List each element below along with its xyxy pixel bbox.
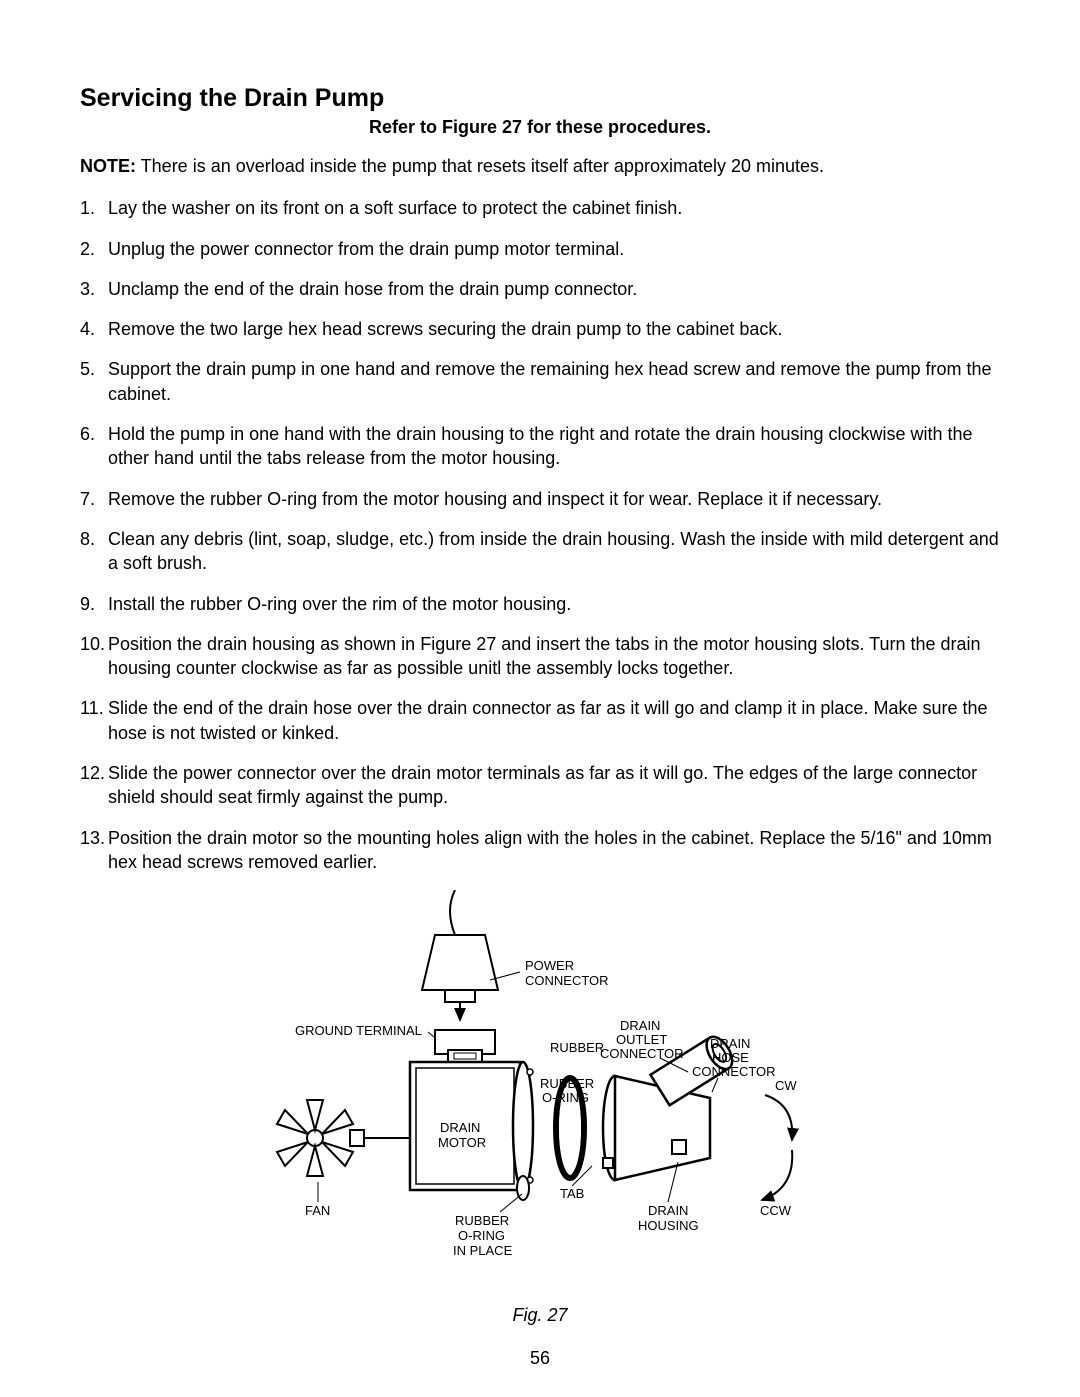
drain-motor-icon: DRAIN MOTOR xyxy=(410,1062,533,1190)
procedure-list: Lay the washer on its front on a soft su… xyxy=(80,196,1000,874)
step-item: Position the drain housing as shown in F… xyxy=(80,632,1000,681)
label-drain-motor-1: DRAIN xyxy=(440,1120,480,1135)
step-item: Lay the washer on its front on a soft su… xyxy=(80,196,1000,220)
label-oring-inplace-2: O-RING xyxy=(458,1228,505,1243)
label-drain-housing-1: DRAIN xyxy=(648,1203,688,1218)
label-rubber-oring-1: RUBBER xyxy=(550,1040,604,1055)
label-power-connector-2: CONNECTOR xyxy=(525,973,609,988)
label-tab: TAB xyxy=(560,1186,584,1201)
label-drain-hose-1: DRAIN xyxy=(710,1036,750,1051)
label-fan: FAN xyxy=(305,1203,330,1218)
step-item: Support the drain pump in one hand and r… xyxy=(80,357,1000,406)
label-ground-terminal: GROUND TERMINAL xyxy=(295,1023,422,1038)
figure-reference-subtitle: Refer to Figure 27 for these procedures. xyxy=(80,117,1000,138)
note-text: There is an overload inside the pump tha… xyxy=(136,156,824,176)
figure-caption: Fig. 27 xyxy=(80,1305,1000,1326)
step-item: Clean any debris (lint, soap, sludge, et… xyxy=(80,527,1000,576)
label-rubber-oring-1b: RUBBER xyxy=(540,1076,594,1091)
step-item: Install the rubber O-ring over the rim o… xyxy=(80,592,1000,616)
label-drain-housing-2: HOUSING xyxy=(638,1218,699,1233)
step-item: Slide the power connector over the drain… xyxy=(80,761,1000,810)
step-item: Remove the two large hex head screws sec… xyxy=(80,317,1000,341)
step-item: Position the drain motor so the mounting… xyxy=(80,826,1000,875)
label-power-connector-1: POWER xyxy=(525,958,574,973)
label-ccw: CCW xyxy=(760,1203,792,1218)
page: Servicing the Drain Pump Refer to Figure… xyxy=(0,0,1080,1397)
step-item: Remove the rubber O-ring from the motor … xyxy=(80,487,1000,511)
step-item: Unplug the power connector from the drai… xyxy=(80,237,1000,261)
label-oring-inplace-1: RUBBER xyxy=(455,1213,509,1228)
label-drain-outlet-1: DRAIN xyxy=(620,1018,660,1033)
label-drain-motor-2: MOTOR xyxy=(438,1135,486,1150)
step-item: Slide the end of the drain hose over the… xyxy=(80,696,1000,745)
step-item: Hold the pump in one hand with the drain… xyxy=(80,422,1000,471)
power-connector-icon xyxy=(422,935,498,1020)
cw-arrow-icon xyxy=(765,1095,792,1140)
fan-icon xyxy=(277,1100,353,1176)
label-drain-hose-3: CONNECTOR xyxy=(692,1064,776,1079)
label-drain-outlet-2: OUTLET xyxy=(616,1032,667,1047)
page-title: Servicing the Drain Pump xyxy=(80,84,1000,113)
label-drain-outlet-3: CONNECTOR xyxy=(600,1046,684,1061)
label-cw: CW xyxy=(775,1078,797,1093)
note-paragraph: NOTE: There is an overload inside the pu… xyxy=(80,154,1000,178)
label-oring-inplace-3: IN PLACE xyxy=(453,1243,513,1258)
figure-27: POWER CONNECTOR GROUND TERMINAL xyxy=(80,890,1000,1326)
label-rubber-oring-2: O-RING xyxy=(542,1090,589,1105)
page-number: 56 xyxy=(0,1348,1080,1369)
label-drain-hose-2: HOSE xyxy=(712,1050,749,1065)
ccw-arrow-icon xyxy=(762,1150,792,1200)
drain-pump-diagram: POWER CONNECTOR GROUND TERMINAL xyxy=(240,890,840,1295)
note-label: NOTE: xyxy=(80,156,136,176)
step-item: Unclamp the end of the drain hose from t… xyxy=(80,277,1000,301)
